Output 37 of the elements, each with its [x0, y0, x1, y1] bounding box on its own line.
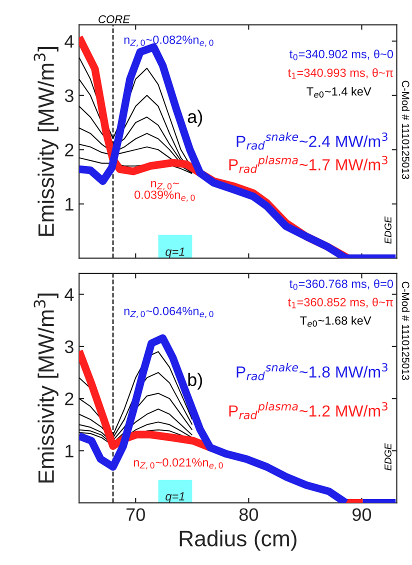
- annotation: P$_{rad}$$^{plasma}$~1.2 MW/m$^{3}$: [229, 402, 388, 420]
- y-tick-label: 4: [64, 288, 74, 301]
- x-tick-label: 70: [126, 508, 145, 521]
- y-tick-label: 3: [64, 340, 74, 354]
- y-axis-title: Emissivity [MW/m$^{3}$]: [34, 294, 58, 482]
- band-label: q=1: [166, 492, 184, 503]
- band-label: q=1: [166, 248, 184, 258]
- y-axis-title: Emissivity [MW/m$^{3}$]: [34, 47, 58, 236]
- x-axis-title: Radius (cm): [180, 530, 296, 551]
- annotation: n$_{Z,0}$~0.021%n$_{e,0}$: [134, 458, 223, 470]
- y-tick-label: 2: [65, 392, 74, 406]
- annotation: EDGE: [384, 216, 392, 244]
- annotation: n$_{Z,0}$~0.082%n$_{e,0}$: [124, 36, 214, 47]
- y-tick-label: 2: [65, 144, 74, 156]
- annotation: T$_{e0}$~1.4 keV: [306, 86, 372, 98]
- x-tick-label: 90: [352, 508, 372, 521]
- annotation: P$_{rad}$$^{plasma}$~1.7 MW/m$^{3}$: [229, 156, 388, 174]
- y-tick-label: 1: [66, 198, 74, 210]
- text: C-Mod # 1110125013: [402, 80, 410, 180]
- annotation: EDGE: [384, 443, 392, 470]
- annotation: a): [188, 110, 202, 127]
- y-tick-label: 1: [66, 444, 74, 458]
- annotation: T$_{e0}$~1.68 keV: [300, 316, 372, 327]
- y-tick-label: 3: [64, 89, 74, 102]
- annotation: P$_{rad}$$^{snake}$~2.4 MW/m$^{3}$: [236, 132, 388, 150]
- y-tick-label: 4: [64, 35, 74, 48]
- x-tick-label: 80: [239, 508, 258, 521]
- text: CORE: [98, 15, 130, 24]
- annotation: t$_{1}$=340.993 ms, θ~π: [288, 68, 394, 79]
- annotation: t$_{0}$=340.902 ms, θ~0: [290, 50, 394, 60]
- annotation: P$_{rad}$$^{snake}$~1.8 MW/m$^{3}$: [236, 362, 388, 380]
- annotation: b): [188, 372, 202, 390]
- annotation: t$_{1}$=360.852 ms, θ~π: [288, 298, 394, 308]
- annotation: n$_{Z,0}$~0.064%n$_{e,0}$: [124, 306, 214, 318]
- annotation: n$_{Z,0}$~ 0.039%n$_{e,0}$: [134, 180, 195, 202]
- text: C-Mod # 1110125013: [402, 282, 410, 380]
- annotation: t$_{0}$=360.768 ms, θ=0: [290, 279, 394, 290]
